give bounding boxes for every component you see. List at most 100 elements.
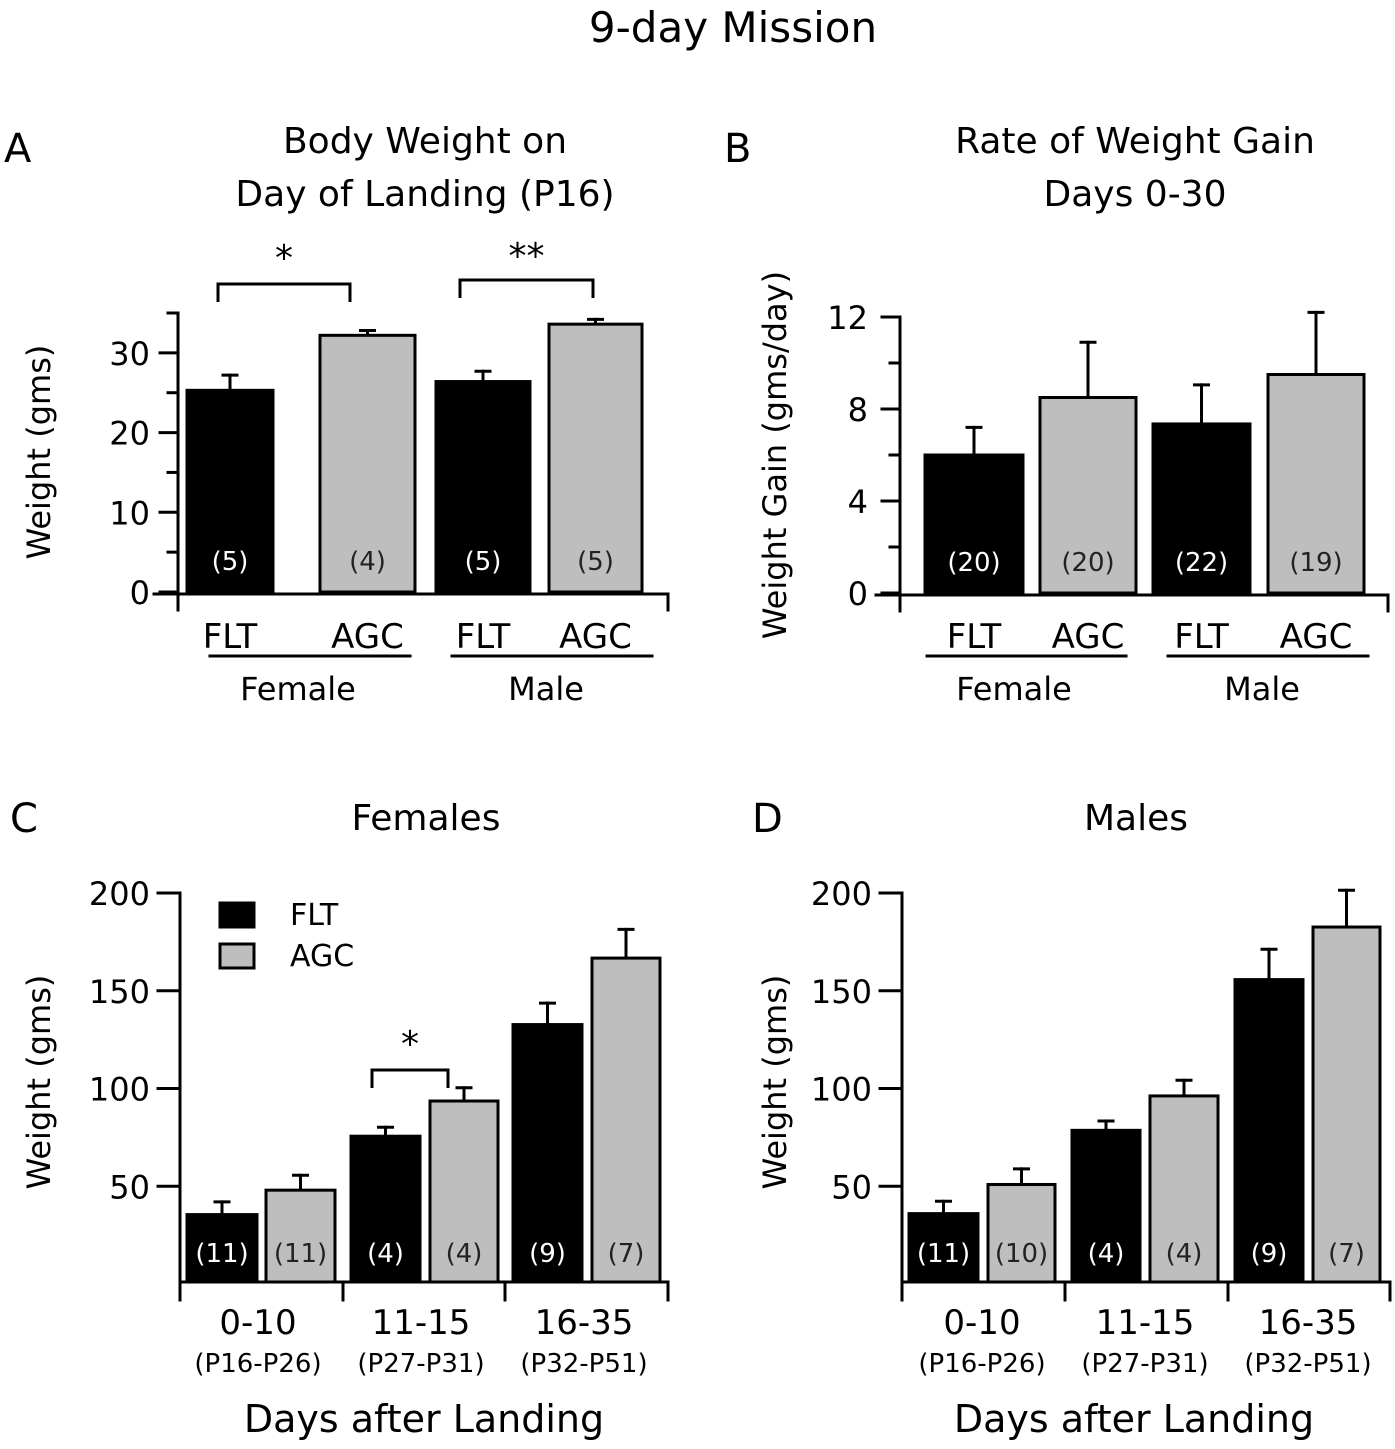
bar-n-label: (5) xyxy=(465,547,502,577)
panel-d-x-axis-label: Days after Landing xyxy=(954,1397,1314,1441)
error-bar xyxy=(1079,340,1097,399)
bar-flt xyxy=(923,453,1025,595)
y-tick-label: 150 xyxy=(811,973,872,1011)
bar-agc xyxy=(318,333,417,594)
bar-flt xyxy=(349,1134,422,1284)
x-category-label: 11-15 xyxy=(1096,1303,1195,1343)
x-category-label: 0-10 xyxy=(219,1303,296,1343)
error-bar xyxy=(292,1173,309,1192)
panel-c: C Females Weight (gms) Days after Landin… xyxy=(10,796,670,1441)
bracket-line xyxy=(370,1068,450,1088)
x-category-label: FLT xyxy=(456,617,511,657)
group-label: Male xyxy=(508,670,584,708)
panel-d-title: Males xyxy=(1084,798,1188,839)
bar-n-label: (20) xyxy=(947,548,1000,578)
error-bar xyxy=(1260,947,1278,982)
y-tick-label: 30 xyxy=(109,335,150,373)
group-label: Female xyxy=(956,670,1072,708)
error-bar xyxy=(213,1200,231,1217)
panel-a-y-axis-label: Weight (gms) xyxy=(20,345,58,560)
significance-label: * xyxy=(401,1024,419,1065)
x-category-sublabel: (P32-P51) xyxy=(520,1349,647,1379)
x-category-label: 11-15 xyxy=(372,1303,471,1343)
bar-agc xyxy=(1311,925,1382,1284)
panel-c-y-axis-label: Weight (gms) xyxy=(20,975,58,1190)
x-category-label: AGC xyxy=(559,617,632,657)
bar-n-label: (4) xyxy=(446,1239,483,1269)
y-tick-label: 150 xyxy=(89,973,150,1011)
error-bar xyxy=(965,425,983,457)
significance-bracket: ** xyxy=(458,236,595,298)
bar-flt xyxy=(185,388,275,594)
error-bar xyxy=(617,927,635,960)
panel-c-x-axis-label: Days after Landing xyxy=(244,1397,604,1441)
legend-swatch-flt xyxy=(218,901,256,929)
panel-a-title-line-1: Body Weight on xyxy=(283,121,567,162)
significance-bracket: * xyxy=(370,1024,450,1088)
bar-n-label: (11) xyxy=(274,1239,327,1269)
panel-a-title-line-2: Day of Landing (P16) xyxy=(235,174,614,215)
x-category-sublabel: (P16-P26) xyxy=(918,1349,1045,1379)
panel-letter-b: B xyxy=(724,126,751,172)
y-tick-label: 10 xyxy=(109,494,150,532)
significance-label: ** xyxy=(509,236,545,277)
bar-n-label: (5) xyxy=(212,547,249,577)
bar-n-label: (20) xyxy=(1061,548,1114,578)
bar-agc xyxy=(1266,373,1366,595)
y-tick-label: 200 xyxy=(811,875,872,913)
x-category-label: 16-35 xyxy=(1259,1303,1358,1343)
y-tick-label: 200 xyxy=(89,875,150,913)
panel-b: B Rate of Weight Gain Days 0-30 Weight G… xyxy=(724,121,1390,708)
bar-n-label: (11) xyxy=(917,1239,970,1269)
y-tick-label: 12 xyxy=(827,299,868,337)
y-tick-label: 50 xyxy=(109,1168,150,1206)
panel-b-title-line-2: Days 0-30 xyxy=(1044,174,1227,215)
y-tick-label: 4 xyxy=(848,483,868,521)
bar-agc xyxy=(1038,396,1138,595)
error-bar xyxy=(1013,1167,1030,1186)
bar-agc xyxy=(547,322,644,594)
y-tick-label: 0 xyxy=(130,574,150,612)
bar-n-label: (4) xyxy=(1166,1239,1203,1269)
bar-agc xyxy=(264,1188,337,1284)
x-category-label: AGC xyxy=(1280,617,1353,657)
significance-bracket: * xyxy=(216,238,352,302)
legend-swatch-agc xyxy=(218,942,256,970)
x-category-label: 16-35 xyxy=(535,1303,634,1343)
error-bar xyxy=(1338,888,1355,929)
group-label: Female xyxy=(240,670,356,708)
panel-d: D Males Weight (gms) Days after Landing … xyxy=(752,796,1392,1441)
bar-n-label: (9) xyxy=(529,1239,566,1269)
bar-agc xyxy=(428,1099,500,1284)
x-category-label: AGC xyxy=(1052,617,1125,657)
panel-letter-d: D xyxy=(752,796,783,842)
error-bar xyxy=(1097,1119,1115,1132)
bar-agc xyxy=(1148,1094,1220,1284)
panel-d-y-axis-label: Weight (gms) xyxy=(756,975,794,1190)
bar-n-label: (5) xyxy=(577,547,614,577)
bar-n-label: (7) xyxy=(1328,1239,1365,1269)
error-bar xyxy=(1193,383,1210,426)
bar-n-label: (19) xyxy=(1289,548,1342,578)
y-tick-label: 50 xyxy=(831,1168,872,1206)
bar-n-label: (4) xyxy=(349,547,386,577)
panel-b-plot: 0 4 8 12 (20) FLT (20) AGC (22) FLT (19) AGC Female M… xyxy=(827,299,1390,708)
panel-a: A Body Weight on Day of Landing (P16) We… xyxy=(4,121,670,708)
x-category-label: 0-10 xyxy=(943,1303,1020,1343)
group-label: Male xyxy=(1224,670,1300,708)
bar-flt xyxy=(511,1023,584,1284)
bar-n-label: (4) xyxy=(1088,1239,1125,1269)
bar-n-label: (11) xyxy=(195,1239,248,1269)
figure-title: 9-day Mission xyxy=(589,3,877,52)
bracket-line xyxy=(458,278,595,298)
bar-n-label: (4) xyxy=(367,1239,404,1269)
error-bar xyxy=(221,373,239,392)
panel-d-plot: 50 100 150 200 (11) (4) (9) (10) (4) (7) 0-10 (P16-… xyxy=(811,875,1392,1379)
error-bar xyxy=(539,1001,556,1027)
error-bar xyxy=(474,369,492,384)
x-category-sublabel: (P32-P51) xyxy=(1244,1349,1371,1379)
error-bar xyxy=(455,1086,473,1103)
bar-n-label: (7) xyxy=(608,1239,645,1269)
error-bar xyxy=(935,1199,952,1216)
